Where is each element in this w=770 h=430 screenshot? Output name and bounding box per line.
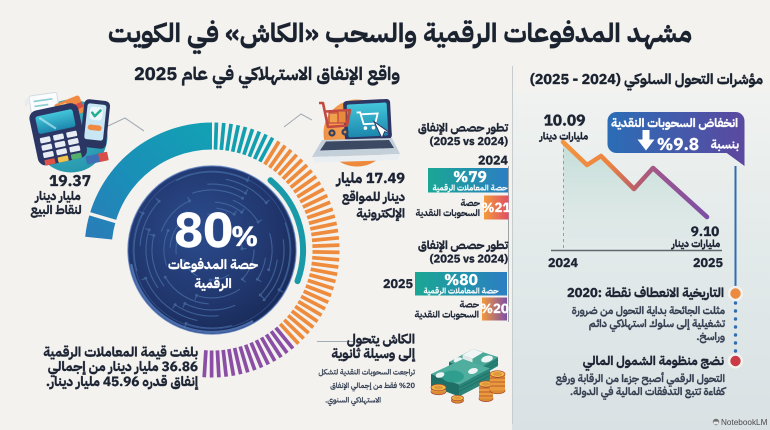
svg-text:NotebookLM: NotebookLM <box>721 418 768 427</box>
